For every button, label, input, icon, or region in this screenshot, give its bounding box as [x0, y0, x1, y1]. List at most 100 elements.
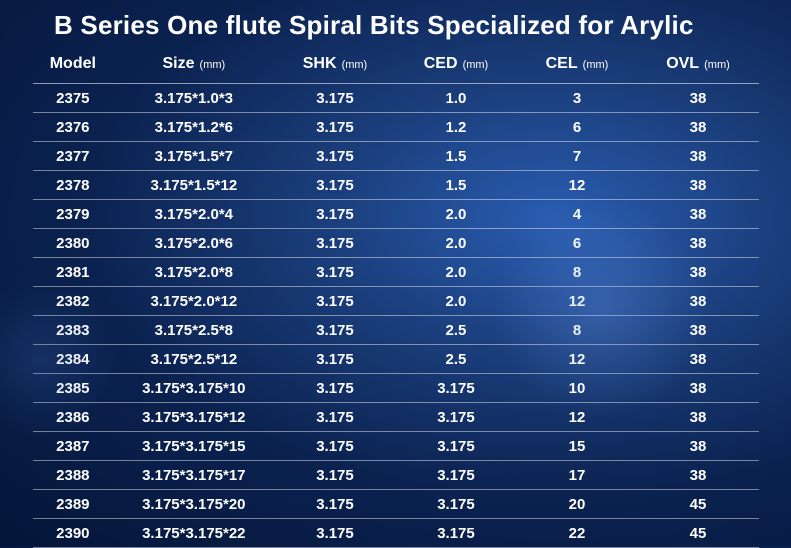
col-label: CEL — [546, 55, 578, 72]
table-head: ModelSize (mm)SHK (mm)CED (mm)CEL (mm)OV… — [33, 49, 759, 84]
cell-shk: 3.175 — [274, 490, 395, 519]
cell-ovl: 38 — [637, 84, 758, 113]
cell-ced: 2.0 — [395, 229, 516, 258]
table-body: 23753.175*1.0*33.1751.033823763.175*1.2*… — [33, 84, 759, 548]
cell-size: 3.175*2.0*12 — [113, 287, 274, 316]
col-header-shk: SHK (mm) — [274, 49, 395, 84]
cell-ced: 2.0 — [395, 200, 516, 229]
col-label: SHK — [303, 55, 337, 72]
cell-ced: 3.175 — [395, 432, 516, 461]
cell-shk: 3.175 — [274, 403, 395, 432]
cell-size: 3.175*3.175*15 — [113, 432, 274, 461]
cell-ced: 2.5 — [395, 316, 516, 345]
cell-model: 2379 — [33, 200, 114, 229]
col-label: Size — [162, 55, 194, 72]
col-unit: (mm) — [701, 59, 730, 71]
table-row: 23833.175*2.5*83.1752.5838 — [33, 316, 759, 345]
cell-size: 3.175*3.175*10 — [113, 374, 274, 403]
col-header-model: Model — [33, 49, 114, 84]
cell-model: 2383 — [33, 316, 114, 345]
cell-model: 2388 — [33, 461, 114, 490]
col-label: CED — [424, 55, 458, 72]
cell-model: 2380 — [33, 229, 114, 258]
cell-ced: 1.5 — [395, 142, 516, 171]
cell-ovl: 38 — [637, 229, 758, 258]
cell-ced: 3.175 — [395, 519, 516, 548]
table-row: 23803.175*2.0*63.1752.0638 — [33, 229, 759, 258]
table-row: 23873.175*3.175*153.1753.1751538 — [33, 432, 759, 461]
cell-cel: 12 — [516, 403, 637, 432]
cell-ced: 1.2 — [395, 113, 516, 142]
cell-model: 2386 — [33, 403, 114, 432]
table-row: 23903.175*3.175*223.1753.1752245 — [33, 519, 759, 548]
table-row: 23773.175*1.5*73.1751.5738 — [33, 142, 759, 171]
cell-cel: 10 — [516, 374, 637, 403]
col-label: Model — [50, 55, 96, 72]
cell-size: 3.175*3.175*22 — [113, 519, 274, 548]
cell-size: 3.175*1.5*12 — [113, 171, 274, 200]
cell-cel: 6 — [516, 229, 637, 258]
cell-ced: 3.175 — [395, 461, 516, 490]
cell-ced: 2.0 — [395, 258, 516, 287]
table-row: 23863.175*3.175*123.1753.1751238 — [33, 403, 759, 432]
cell-ced: 1.0 — [395, 84, 516, 113]
table-row: 23783.175*1.5*123.1751.51238 — [33, 171, 759, 200]
cell-cel: 4 — [516, 200, 637, 229]
table-row: 23753.175*1.0*33.1751.0338 — [33, 84, 759, 113]
cell-cel: 20 — [516, 490, 637, 519]
cell-model: 2377 — [33, 142, 114, 171]
table-row: 23763.175*1.2*63.1751.2638 — [33, 113, 759, 142]
col-unit: (mm) — [580, 59, 609, 71]
cell-shk: 3.175 — [274, 113, 395, 142]
cell-cel: 6 — [516, 113, 637, 142]
cell-ced: 2.0 — [395, 287, 516, 316]
cell-ced: 3.175 — [395, 403, 516, 432]
cell-model: 2376 — [33, 113, 114, 142]
cell-size: 3.175*2.0*8 — [113, 258, 274, 287]
cell-size: 3.175*2.0*4 — [113, 200, 274, 229]
cell-ovl: 38 — [637, 345, 758, 374]
cell-size: 3.175*2.5*12 — [113, 345, 274, 374]
cell-ovl: 38 — [637, 461, 758, 490]
cell-model: 2384 — [33, 345, 114, 374]
table-row: 23793.175*2.0*43.1752.0438 — [33, 200, 759, 229]
col-header-size: Size (mm) — [113, 49, 274, 84]
cell-shk: 3.175 — [274, 142, 395, 171]
cell-size: 3.175*1.0*3 — [113, 84, 274, 113]
cell-model: 2382 — [33, 287, 114, 316]
cell-shk: 3.175 — [274, 287, 395, 316]
cell-size: 3.175*2.5*8 — [113, 316, 274, 345]
cell-size: 3.175*1.2*6 — [113, 113, 274, 142]
cell-model: 2381 — [33, 258, 114, 287]
cell-model: 2385 — [33, 374, 114, 403]
cell-ovl: 38 — [637, 113, 758, 142]
cell-ovl: 38 — [637, 258, 758, 287]
cell-shk: 3.175 — [274, 316, 395, 345]
cell-ovl: 38 — [637, 287, 758, 316]
cell-ced: 3.175 — [395, 374, 516, 403]
cell-model: 2390 — [33, 519, 114, 548]
table-row: 23813.175*2.0*83.1752.0838 — [33, 258, 759, 287]
page-title: B Series One flute Spiral Bits Specializ… — [0, 0, 791, 49]
cell-ovl: 38 — [637, 200, 758, 229]
cell-ced: 1.5 — [395, 171, 516, 200]
cell-shk: 3.175 — [274, 519, 395, 548]
cell-cel: 12 — [516, 345, 637, 374]
cell-cel: 12 — [516, 287, 637, 316]
cell-shk: 3.175 — [274, 200, 395, 229]
cell-size: 3.175*3.175*12 — [113, 403, 274, 432]
col-unit: (mm) — [196, 59, 225, 71]
cell-ovl: 38 — [637, 403, 758, 432]
col-unit: (mm) — [339, 59, 368, 71]
cell-model: 2389 — [33, 490, 114, 519]
cell-model: 2378 — [33, 171, 114, 200]
cell-size: 3.175*2.0*6 — [113, 229, 274, 258]
cell-cel: 15 — [516, 432, 637, 461]
cell-ovl: 45 — [637, 490, 758, 519]
col-header-cel: CEL (mm) — [516, 49, 637, 84]
cell-ovl: 38 — [637, 432, 758, 461]
cell-ced: 3.175 — [395, 490, 516, 519]
table-row: 23853.175*3.175*103.1753.1751038 — [33, 374, 759, 403]
cell-ovl: 38 — [637, 374, 758, 403]
cell-shk: 3.175 — [274, 171, 395, 200]
